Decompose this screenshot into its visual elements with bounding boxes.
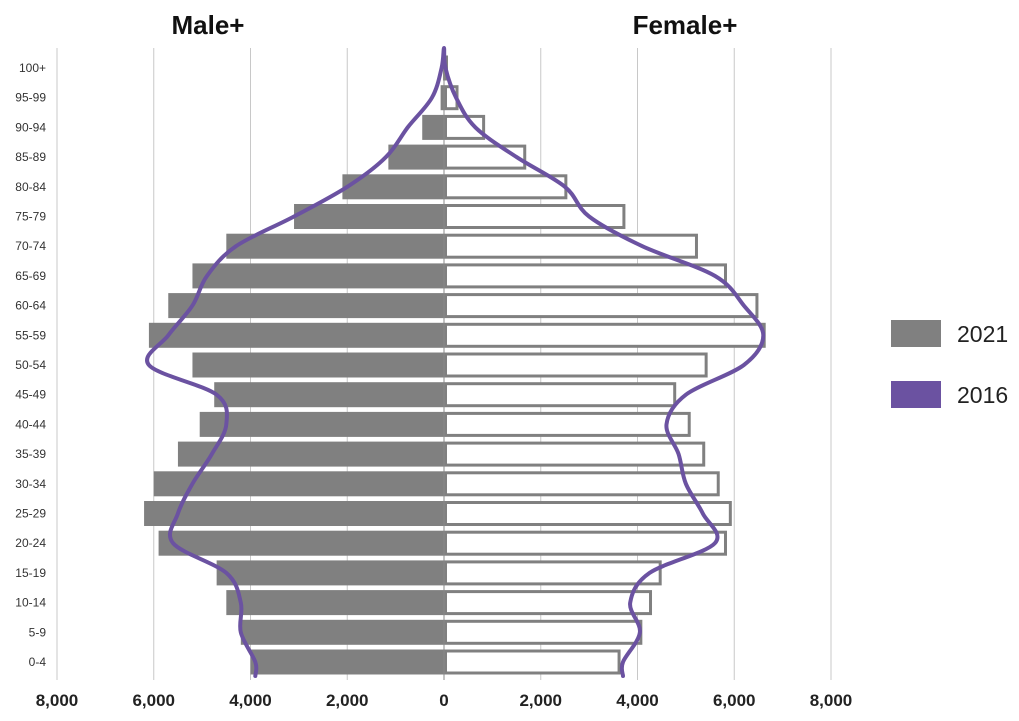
age-label: 75-79 xyxy=(15,210,46,224)
male-bar-90-94 xyxy=(422,114,444,140)
female-bar-75-79 xyxy=(444,204,626,229)
male-bar-55-59 xyxy=(148,322,444,348)
age-label: 85-89 xyxy=(15,150,46,164)
age-label: 30-34 xyxy=(15,477,46,491)
male-bar-35-39 xyxy=(177,441,444,467)
female-bar-85-89 xyxy=(444,144,527,170)
x-tick-label: 8,000 xyxy=(36,691,79,710)
x-tick-label: 6,000 xyxy=(132,691,175,710)
line-2016 xyxy=(145,46,766,678)
male-bar-60-64 xyxy=(168,293,444,319)
female-side-title: Female+ xyxy=(633,10,738,40)
age-label: 70-74 xyxy=(15,239,46,253)
male-bar-95-99 xyxy=(440,85,444,111)
female-bar-65-69 xyxy=(444,263,727,289)
male-bar-20-24 xyxy=(158,530,444,556)
x-tick-label: 2,000 xyxy=(519,691,562,710)
age-label: 0-4 xyxy=(29,655,47,669)
age-label: 80-84 xyxy=(15,180,46,194)
x-tick-label: 4,000 xyxy=(616,691,659,710)
age-label: 90-94 xyxy=(15,120,46,134)
age-label: 5-9 xyxy=(29,625,47,639)
age-label: 55-59 xyxy=(15,328,46,342)
male-bar-40-44 xyxy=(199,411,444,437)
x-tick-label: 6,000 xyxy=(713,691,756,710)
male-bar-25-29 xyxy=(144,501,444,526)
female-bar-80-84 xyxy=(444,174,568,200)
line-2016-path xyxy=(145,46,766,678)
age-label: 35-39 xyxy=(15,447,46,461)
age-label: 40-44 xyxy=(15,417,46,431)
age-label: 50-54 xyxy=(15,358,46,372)
male-bar-50-54 xyxy=(192,352,444,378)
age-label: 20-24 xyxy=(15,536,46,550)
female-bar-40-44 xyxy=(444,411,691,437)
x-tick-label: 8,000 xyxy=(810,691,853,710)
female-bars-2021 xyxy=(444,55,766,675)
age-group-labels: 0-4 5-9 10-14 15-19 20-24 25-29 30-34 35-39 40-4… xyxy=(15,61,46,669)
female-bar-60-64 xyxy=(444,293,759,319)
male-bar-65-69 xyxy=(192,263,444,289)
male-bar-5-9 xyxy=(240,619,444,645)
male-bar-45-49 xyxy=(214,382,444,408)
age-label: 65-69 xyxy=(15,269,46,283)
male-bar-0-4 xyxy=(250,649,444,675)
female-bar-25-29 xyxy=(444,501,732,526)
female-bar-0-4 xyxy=(444,649,621,675)
female-bar-5-9 xyxy=(444,619,643,645)
female-bar-35-39 xyxy=(444,441,706,467)
female-bar-50-54 xyxy=(444,352,708,378)
x-tick-label: 2,000 xyxy=(326,691,369,710)
male-bars-2021 xyxy=(144,55,444,675)
age-label: 100+ xyxy=(19,61,46,75)
female-bar-30-34 xyxy=(444,471,720,497)
female-bar-15-19 xyxy=(444,560,662,586)
male-bar-15-19 xyxy=(216,560,444,586)
male-side-title: Male+ xyxy=(172,10,245,40)
age-label: 10-14 xyxy=(15,596,46,610)
male-bar-10-14 xyxy=(226,590,444,616)
x-axis-tick-labels: 8,000 6,000 4,000 2,000 0 2,000 4,000 6,000 8,00… xyxy=(36,691,853,710)
x-tick-label: 0 xyxy=(439,691,448,710)
legend-label-2021: 2021 xyxy=(957,321,1008,347)
x-tick-label: 4,000 xyxy=(229,691,272,710)
age-label: 15-19 xyxy=(15,566,46,580)
legend-label-2016: 2016 xyxy=(957,382,1008,408)
age-label: 25-29 xyxy=(15,507,46,521)
male-bar-85-89 xyxy=(388,144,444,170)
female-bar-45-49 xyxy=(444,382,677,408)
male-bar-30-34 xyxy=(153,471,444,497)
legend-swatch-2021 xyxy=(891,320,941,347)
female-bar-55-59 xyxy=(444,322,766,348)
age-label: 95-99 xyxy=(15,91,46,105)
female-bar-20-24 xyxy=(444,530,727,556)
male-bar-75-79 xyxy=(294,204,444,229)
female-bar-10-14 xyxy=(444,590,653,616)
legend: 2021 2016 xyxy=(891,320,1008,408)
legend-swatch-2016 xyxy=(891,381,941,408)
male-bar-70-74 xyxy=(226,233,444,259)
age-label: 45-49 xyxy=(15,388,46,402)
age-label: 60-64 xyxy=(15,299,46,313)
